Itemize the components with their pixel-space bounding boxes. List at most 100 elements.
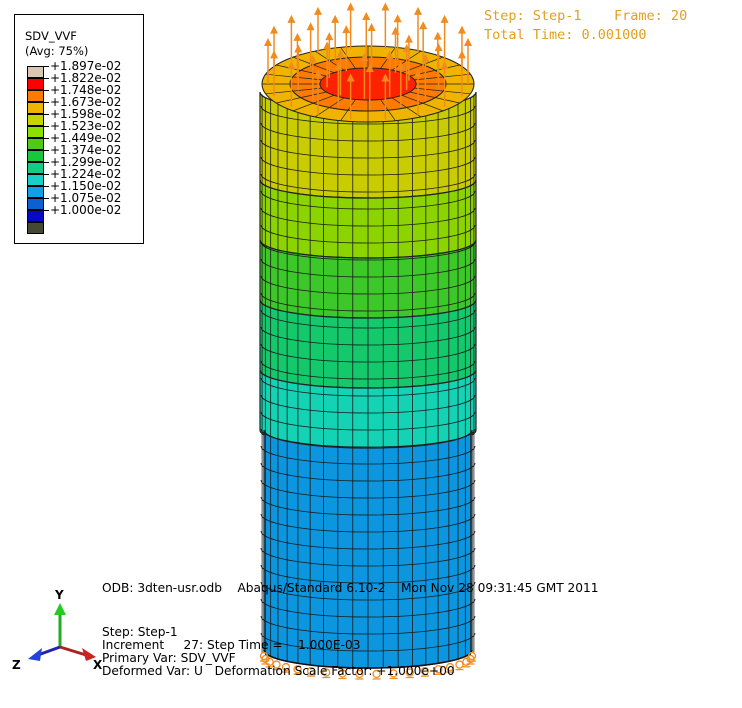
load-arrow-head-icon [381,2,390,11]
boundary-condition-marker-icon [322,668,331,677]
boundary-condition-marker-icon [467,651,477,661]
mesh-ring [260,173,476,193]
legend-tick [44,162,49,163]
legend-tick [44,114,49,115]
load-arrow-head-icon [414,69,422,78]
legend-tick [44,198,49,199]
increment-info: Increment 27: Step Time = 1.000E-03 [102,638,361,652]
top-cap-center [319,67,417,101]
boundary-condition-marker-icon [306,666,316,676]
y-axis-label: Y [54,588,64,602]
load-arrow-head-icon [396,61,405,70]
mesh-ring [260,479,476,499]
mesh-ring [260,139,476,159]
mesh-ring [260,207,476,227]
cap-mesh-line [414,73,471,81]
load-arrow-head-icon [464,38,472,46]
load-arrow-head-icon [434,43,443,52]
legend-tick [44,174,49,175]
load-arrow-head-icon [419,21,428,30]
legend-swatch [27,210,44,222]
load-arrow-head-icon [346,2,355,11]
mesh-ring [260,105,476,125]
load-arrow-head-icon [293,32,302,41]
mesh-ring [260,530,476,550]
legend-tick [44,210,49,211]
mesh-ring [260,428,476,448]
boundary-condition-marker-icon [389,669,398,678]
load-arrow-head-icon [404,34,413,43]
z-axis-arrow-icon [28,648,42,661]
mesh-ring [260,156,476,176]
cap-mesh-line [314,97,345,118]
legend-swatch [27,174,44,186]
total-time-status: Total Time: 0.001000 [484,27,647,43]
legend-swatch [27,162,44,174]
axis-triad: Y X Z [12,588,103,672]
mesh-ring [260,122,476,142]
mesh-ring [260,496,476,516]
boundary-condition-marker-icon [293,665,302,674]
load-arrow-head-icon [294,44,303,53]
boundary-condition-marker-icon [281,662,291,672]
step-info: Step: Step-1 [102,625,178,639]
load-arrow-head-icon [440,14,449,23]
legend-tick [44,138,49,139]
boundary-condition-marker-icon [355,669,364,679]
legend-label: +1.000e-02 [50,203,122,217]
mesh-ring [260,343,476,363]
load-arrow-head-icon [385,50,394,59]
mesh-ring [260,615,476,635]
mesh-ring [260,326,476,346]
legend-swatch [27,126,44,138]
cap-mesh-line [380,99,396,121]
cap-mesh-line [414,87,471,95]
mesh-ring [260,632,476,652]
boundary-condition-marker-icon [272,660,281,669]
load-arrow-head-icon [287,61,296,70]
legend-tick [44,150,49,151]
legend-label: +1.150e-02 [50,179,122,193]
primary-var-info: Primary Var: SDV_VVF [102,651,236,665]
legend-variable: SDV_VVF [25,29,77,43]
odb-info: ODB: 3dten-usr.odb Abaqus/Standard 6.10-… [102,581,599,595]
legend-swatch [27,90,44,102]
legend-swatch [27,150,44,162]
load-arrow-head-icon [306,22,315,31]
mesh-ring [260,462,476,482]
load-arrow-head-icon [314,69,322,78]
cylinder-bottom-edge [263,649,473,669]
load-arrow-head-icon [331,14,340,23]
legend-label: +1.299e-02 [50,155,122,169]
cap-mesh-line [391,97,422,118]
load-arrow-head-icon [346,73,355,82]
legend-tick [44,126,49,127]
legend-label: +1.449e-02 [50,131,122,145]
step-frame-status: Step: Step-1 Frame: 20 [484,8,688,24]
load-arrow-head-icon [414,6,422,15]
legend-tick [44,90,49,91]
load-arrow-head-icon [360,52,369,61]
legend-label: +1.224e-02 [50,167,122,181]
mesh-ring [260,513,476,533]
load-arrow-head-icon [325,32,334,41]
load-arrow-head-icon [270,25,279,34]
mesh-ring [260,598,476,618]
boundary-condition-marker-icon [434,665,443,674]
load-arrow-head-icon [391,26,400,35]
load-arrow-head-icon [457,25,466,34]
mesh-ring [260,292,476,312]
legend-label: +1.673e-02 [50,95,122,109]
legend-label: +1.748e-02 [50,83,122,97]
legend-swatch [27,102,44,114]
legend-label: +1.598e-02 [50,107,122,121]
legend-label: +1.822e-02 [50,71,122,85]
load-arrow-head-icon [264,38,272,46]
mesh-ring [260,224,476,244]
x-axis-label: X [93,658,103,672]
load-arrow-head-icon [367,23,376,32]
cap-mesh-line [340,99,356,121]
legend-averaging: (Avg: 75%) [25,44,89,58]
contour-legend: SDV_VVF (Avg: 75%) +1.897e-02 +1.822e-02 +… [14,14,144,244]
